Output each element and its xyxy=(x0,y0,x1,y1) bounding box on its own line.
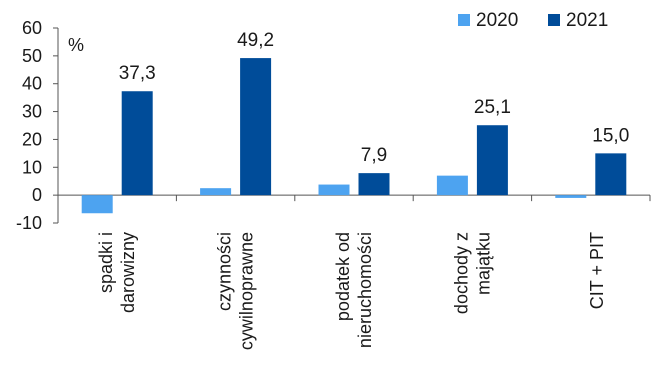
bar-2021-0 xyxy=(121,91,153,196)
category-label-line: podatek od xyxy=(333,232,353,321)
category-label-2: podatek od nieruchomości xyxy=(333,232,375,348)
category-label-line: cywilnoprawne xyxy=(237,232,257,350)
data-label-2021-1: 49,2 xyxy=(237,30,274,51)
bar-2021-1 xyxy=(240,58,272,196)
data-label-2021-2: 7,9 xyxy=(361,145,387,166)
bar-2020-4 xyxy=(555,195,587,198)
data-label-2021-3: 25,1 xyxy=(474,97,511,118)
legend-label-2020: 2020 xyxy=(476,10,518,31)
category-label-line: nieruchomości xyxy=(355,232,375,348)
bar-2020-0 xyxy=(81,195,113,214)
category-label-line: darowizny xyxy=(118,232,138,313)
category-label-line: spadki i xyxy=(96,232,116,293)
legend: 2020 2021 xyxy=(458,10,608,31)
label-layer: 37,3 spadki i darowizny 49,2 czynności cywiln… xyxy=(96,30,629,350)
legend-label-2021: 2021 xyxy=(566,10,608,31)
data-label-2021-0: 37,3 xyxy=(119,63,156,84)
y-tick-label: -10 xyxy=(16,213,42,233)
bar-layer xyxy=(81,58,627,214)
category-label-4: CIT + PIT xyxy=(587,232,607,309)
category-label-line: dochody z xyxy=(451,232,471,314)
y-tick-label: 20 xyxy=(22,129,42,149)
y-unit-label: % xyxy=(68,35,84,55)
category-label-3: dochody z majątku xyxy=(451,232,493,314)
y-tick-label: 30 xyxy=(22,102,42,122)
y-tick-label: 40 xyxy=(22,74,42,94)
data-label-2021-4: 15,0 xyxy=(592,125,629,146)
category-label-line: majątku xyxy=(473,232,493,295)
bar-2021-2 xyxy=(358,173,390,196)
category-label-0: spadki i darowizny xyxy=(96,232,138,313)
category-label-line: CIT + PIT xyxy=(587,232,607,309)
bar-2021-4 xyxy=(595,153,627,196)
legend-swatch-2020 xyxy=(458,14,470,26)
category-label-1: czynności cywilnoprawne xyxy=(215,232,257,350)
bar-2020-1 xyxy=(200,188,232,196)
bar-2020-2 xyxy=(318,184,350,196)
bar-2021-3 xyxy=(476,125,508,196)
legend-swatch-2021 xyxy=(548,14,560,26)
y-tick-label: 50 xyxy=(22,46,42,66)
y-tick-label: 10 xyxy=(22,157,42,177)
y-tick-label: 0 xyxy=(32,185,42,205)
axis-layer: -10 0 10 20 30 40 50 60% xyxy=(16,18,651,233)
y-tick-label: 60 xyxy=(22,18,42,38)
category-label-line: czynności xyxy=(215,232,235,311)
bar-2020-3 xyxy=(436,175,468,196)
